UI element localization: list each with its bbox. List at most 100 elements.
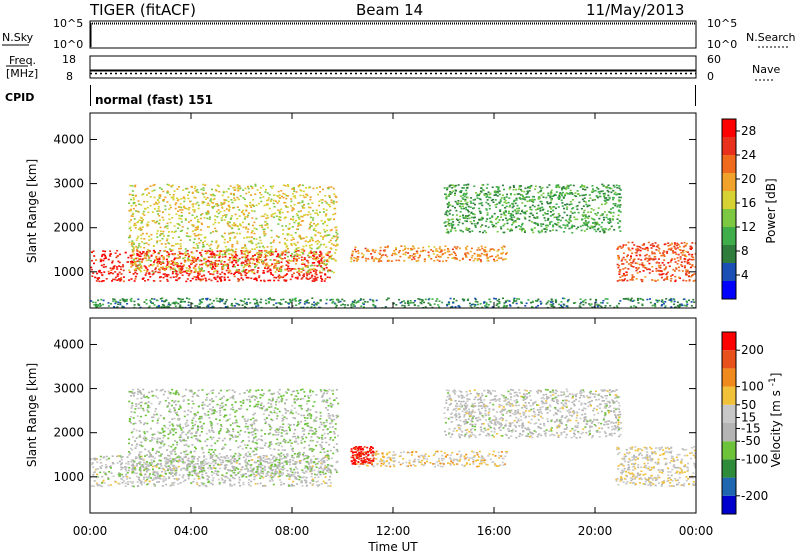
echo-cell [667, 271, 669, 274]
echo-cell [126, 302, 129, 305]
echo-cell [236, 184, 239, 186]
echo-cell [152, 249, 155, 252]
echo-cell [460, 207, 463, 210]
echo-cell [103, 253, 106, 256]
echo-cell [508, 206, 511, 208]
echo-cell [613, 306, 616, 308]
echo-cell [282, 473, 284, 475]
echo-cell [258, 459, 261, 461]
echo-cell [541, 203, 544, 205]
echo-cell [134, 184, 137, 187]
echo-cell [243, 270, 246, 273]
echo-cell [372, 300, 375, 303]
echo-cell [522, 197, 525, 199]
echo-cell [353, 256, 356, 259]
echo-cell [328, 196, 331, 199]
echo-cell [569, 191, 572, 194]
echo-cell [688, 279, 691, 281]
echo-cell [221, 194, 224, 197]
echo-cell [468, 230, 471, 233]
echo-cell [597, 223, 600, 226]
echo-cell [144, 189, 147, 191]
echo-cell [631, 300, 634, 302]
echo-cell [484, 225, 487, 227]
echo-cell [608, 217, 611, 220]
echo-cell [191, 214, 194, 216]
colorbar-segment [722, 245, 736, 263]
echo-cell [570, 220, 573, 223]
echo-cell [316, 260, 319, 263]
echo-cell [518, 218, 521, 220]
echo-cell [607, 194, 610, 197]
echo-cell [308, 463, 310, 466]
echo-cell [137, 264, 140, 266]
echo-cell [231, 243, 234, 246]
echo-cell [131, 261, 134, 264]
echo-cell [186, 473, 189, 476]
echo-cell [503, 245, 506, 248]
echo-cell [243, 473, 245, 476]
echo-cell [146, 269, 149, 271]
echo-cell [112, 278, 115, 281]
echo-cell [185, 267, 188, 269]
echo-cell [246, 262, 249, 265]
echo-cell [619, 230, 622, 232]
echo-cell [298, 234, 301, 237]
echo-cell [330, 199, 333, 201]
echo-cell [278, 211, 281, 214]
echo-cell [93, 262, 95, 265]
echo-cell [107, 484, 110, 487]
echo-cell [255, 258, 258, 260]
echo-cell [102, 471, 105, 473]
echo-cell [626, 279, 629, 282]
echo-cell [254, 266, 256, 269]
echo-cell [231, 256, 233, 259]
echo-cell [280, 458, 283, 460]
echo-cell [463, 217, 466, 219]
echo-cell [524, 205, 526, 207]
echo-cell [495, 298, 497, 300]
echo-cell [513, 300, 515, 302]
echo-cell [504, 209, 507, 212]
echo-cell [184, 300, 186, 303]
echo-cell [550, 191, 552, 193]
echo-cell [479, 225, 482, 228]
echo-cell [216, 263, 219, 265]
echo-cell [303, 273, 306, 275]
echo-cell [521, 210, 523, 212]
echo-cell [203, 456, 206, 459]
echo-cell [658, 248, 661, 250]
echo-cell [625, 244, 628, 246]
echo-cell [606, 189, 609, 192]
echo-cell [113, 267, 116, 270]
echo-cell [216, 254, 219, 257]
echo-cell [132, 251, 135, 253]
echo-cell [575, 227, 578, 230]
echo-cell [568, 203, 571, 206]
echo-cell [293, 255, 296, 258]
echo-cell [159, 276, 162, 278]
echo-cell [180, 221, 183, 223]
echo-cell [601, 203, 603, 206]
echo-cell [153, 460, 156, 463]
echo-cell [484, 254, 487, 256]
echo-cell [232, 207, 234, 209]
echo-cell [679, 305, 682, 307]
echo-cell [173, 253, 176, 256]
echo-cell [568, 222, 571, 224]
echo-cell [680, 303, 683, 305]
echo-cell [544, 231, 547, 233]
echo-cell [318, 255, 321, 258]
echo-cell [453, 185, 456, 187]
echo-cell [158, 271, 161, 274]
echo-cell [567, 185, 570, 187]
echo-cell [466, 229, 469, 231]
echo-cell [226, 263, 229, 266]
echo-cell [584, 201, 587, 203]
echo-cell [654, 303, 657, 306]
echo-cell [323, 259, 326, 262]
echo-cell [252, 271, 255, 274]
echo-cell [155, 255, 158, 258]
echo-cell [535, 306, 538, 308]
echo-cell [250, 194, 252, 196]
